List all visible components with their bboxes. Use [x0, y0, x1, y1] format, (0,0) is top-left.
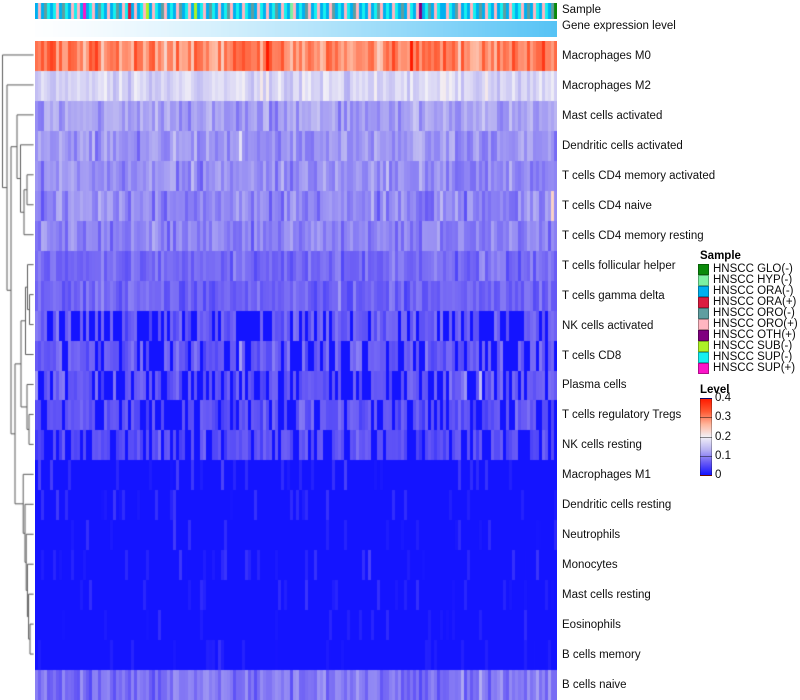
- row-label: Eosinophils: [562, 619, 621, 632]
- gene-expression-annotation-bar: [35, 21, 557, 37]
- row-label: Dendritic cells activated: [562, 139, 683, 152]
- sample-legend-item[interactable]: HNSCC OTH(+): [698, 329, 798, 341]
- row-label: Mast cells activated: [562, 109, 663, 122]
- sample-legend-label: HNSCC SUP(-): [713, 351, 793, 363]
- row-label: Dendritic cells resting: [562, 499, 672, 512]
- sample-legend-label: HNSCC OTH(+): [713, 329, 796, 341]
- sample-legend-swatch: [698, 330, 709, 341]
- row-label: Plasma cells: [562, 379, 627, 392]
- row-label: Monocytes: [562, 559, 618, 572]
- sample-legend-items: HNSCC GLO(-) HNSCC HYP(-) HNSCC ORA(-) HNSC…: [698, 263, 798, 374]
- heatmap-body: [35, 41, 557, 700]
- sample-legend-label: HNSCC ORA(-): [713, 285, 794, 297]
- row-label: B cells memory: [562, 649, 641, 662]
- sample-legend-item[interactable]: HNSCC ORO(-): [698, 307, 798, 319]
- legend-panel: Sample HNSCC GLO(-) HNSCC HYP(-) HNSCC ORA…: [698, 250, 798, 481]
- level-tick-label: 0: [715, 469, 722, 481]
- sample-legend-label: HNSCC SUP(+): [713, 362, 796, 374]
- sample-annotation-bar: [35, 3, 557, 19]
- level-tick-mark: [700, 456, 712, 457]
- sample-legend-label: HNSCC ORO(+): [713, 318, 798, 330]
- sample-legend-label: HNSCC SUB(-): [713, 340, 793, 352]
- sample-legend-label: HNSCC ORA(+): [713, 296, 797, 308]
- level-tick-label: 0.1: [715, 450, 731, 462]
- row-label: T cells gamma delta: [562, 289, 665, 302]
- sample-legend-item[interactable]: HNSCC ORA(+): [698, 296, 798, 308]
- sample-legend-label: HNSCC GLO(-): [713, 263, 793, 275]
- sample-legend-swatch: [698, 297, 709, 308]
- sample-legend-title: Sample: [700, 250, 741, 262]
- sample-annotation-label: Sample: [562, 4, 601, 16]
- level-tick-mark: [700, 437, 712, 438]
- level-tick-mark: [700, 417, 712, 418]
- sample-legend-item[interactable]: HNSCC HYP(-): [698, 274, 798, 286]
- level-tick-label: 0.2: [715, 431, 731, 443]
- sample-legend-swatch: [698, 286, 709, 297]
- level-colorbar: 0.4 0.3 0.2 0.1 0: [698, 392, 794, 481]
- sample-legend-swatch: [698, 363, 709, 374]
- row-label: B cells naive: [562, 679, 627, 692]
- row-label: T cells regulatory Tregs: [562, 409, 682, 422]
- row-label: T cells CD8: [562, 349, 622, 362]
- row-label: NK cells resting: [562, 439, 642, 452]
- sample-legend-item[interactable]: HNSCC GLO(-): [698, 263, 798, 275]
- level-colorbar-gradient: [700, 398, 712, 476]
- sample-legend-swatch: [698, 341, 709, 352]
- level-tick-label: 0.3: [715, 411, 731, 423]
- sample-legend-swatch: [698, 352, 709, 363]
- row-label: T cells CD4 memory resting: [562, 229, 704, 242]
- row-label: Macrophages M0: [562, 49, 651, 62]
- row-label: Neutrophils: [562, 529, 621, 542]
- sample-legend-swatch: [698, 319, 709, 330]
- sample-legend-item[interactable]: HNSCC SUP(-): [698, 351, 798, 363]
- row-label: Mast cells resting: [562, 589, 651, 602]
- row-label: T cells follicular helper: [562, 259, 676, 272]
- row-label: Macrophages M2: [562, 79, 651, 92]
- level-tick-mark: [700, 398, 712, 399]
- row-label: NK cells activated: [562, 319, 654, 332]
- row-label: T cells CD4 memory activated: [562, 169, 716, 182]
- sample-legend-label: HNSCC ORO(-): [713, 307, 795, 319]
- sample-legend-item[interactable]: HNSCC SUP(+): [698, 362, 798, 374]
- level-legend-title: Level: [700, 384, 730, 396]
- level-tick-mark: [700, 475, 712, 476]
- row-label: T cells CD4 naive: [562, 199, 652, 212]
- sample-legend-item[interactable]: HNSCC ORO(+): [698, 318, 798, 330]
- sample-legend-label: HNSCC HYP(-): [713, 274, 793, 286]
- sample-legend-swatch: [698, 308, 709, 319]
- gene-expression-annotation-label: Gene expression level: [562, 20, 676, 32]
- level-legend: Level 0.4 0.3 0.2 0.1 0: [698, 384, 798, 481]
- row-label-column: Macrophages M0 Macrophages M2 Mast cells a…: [562, 41, 762, 700]
- level-tick-label: 0.4: [715, 392, 731, 404]
- sample-legend-item[interactable]: HNSCC SUB(-): [698, 340, 798, 352]
- sample-legend-swatch: [698, 264, 709, 275]
- sample-legend-swatch: [698, 275, 709, 286]
- sample-legend-item[interactable]: HNSCC ORA(-): [698, 285, 798, 297]
- row-dendrogram: [0, 40, 34, 700]
- row-label: Macrophages M1: [562, 469, 651, 482]
